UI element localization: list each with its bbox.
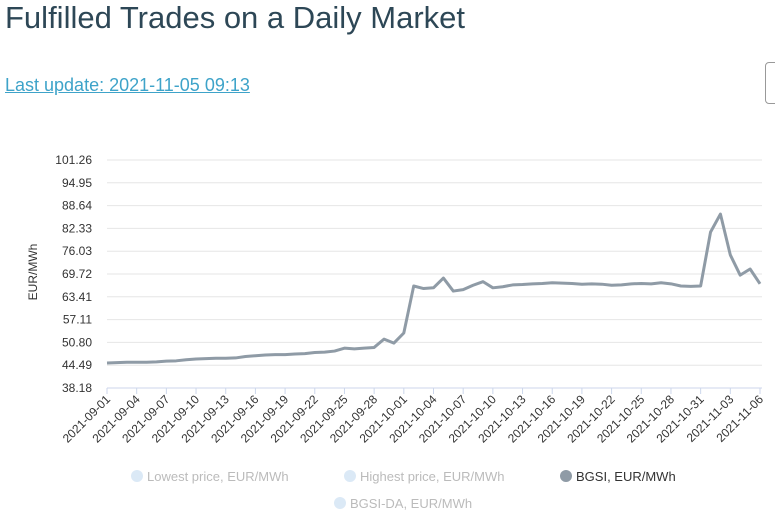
y-tick-label: 101.26 (55, 153, 92, 167)
line-series (106, 212, 762, 365)
page-title: Fulfilled Trades on a Daily Market (5, 0, 466, 35)
y-tick-label: 38.18 (62, 381, 92, 395)
y-tick-label: 63.41 (62, 290, 92, 304)
y-tick-label: 57.11 (63, 313, 92, 327)
legend-marker (560, 470, 572, 482)
y-axis-label: EUR/MWh (26, 244, 40, 301)
legend-label: BGSI-DA, EUR/MWh (350, 496, 472, 511)
y-tick-label: 88.64 (62, 199, 92, 213)
y-tick-label: 69.72 (62, 267, 92, 281)
legend-label: BGSI, EUR/MWh (576, 469, 676, 484)
y-tick-label: 76.03 (62, 244, 92, 258)
legend-marker (344, 470, 356, 482)
legend-label: Lowest price, EUR/MWh (147, 469, 289, 484)
legend-label: Highest price, EUR/MWh (360, 469, 504, 484)
y-tick-label: 82.33 (62, 221, 92, 235)
y-tick-label: 44.49 (62, 358, 92, 372)
y-tick-label: 94.95 (62, 176, 92, 190)
y-tick-label: 50.80 (62, 335, 92, 349)
legend-marker (131, 470, 143, 482)
button[interactable] (765, 62, 775, 104)
legend-marker (334, 497, 346, 509)
last-update-link[interactable]: Last update: 2021-11-05 09:13 (5, 75, 250, 95)
